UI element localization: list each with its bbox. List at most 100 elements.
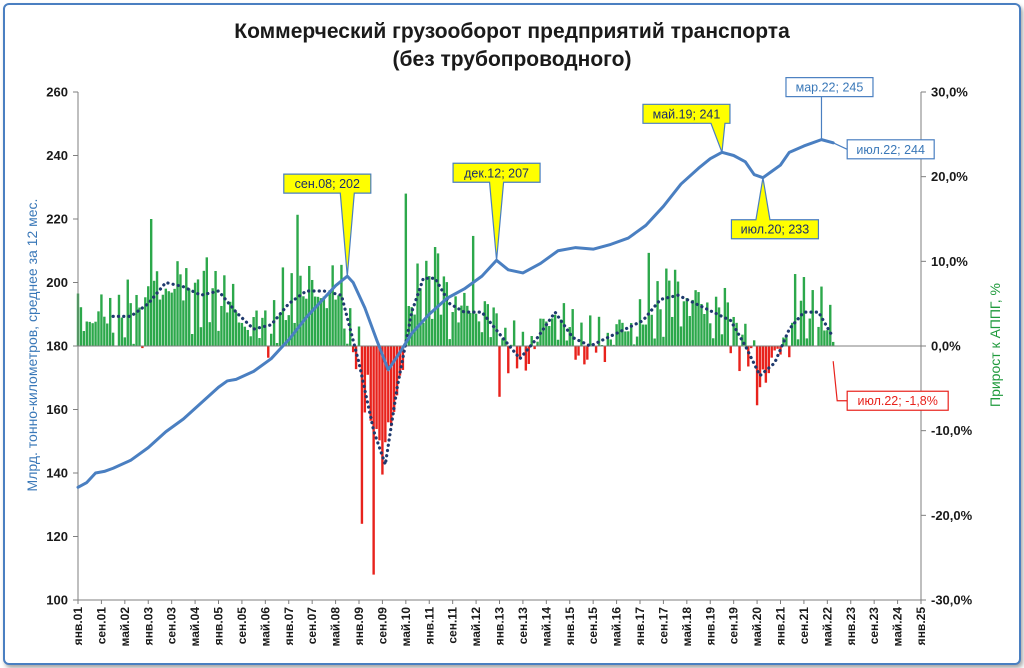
growth-bar — [630, 323, 633, 346]
x-tick-label: янв.03 — [141, 607, 155, 646]
growth-bar — [190, 334, 194, 346]
growth-bar — [193, 282, 197, 346]
growth-bar — [109, 297, 112, 346]
growth-bar — [217, 330, 220, 346]
y-tick-label-right: -20,0% — [931, 508, 973, 523]
x-tick-label: май.24 — [891, 607, 905, 647]
growth-bar — [167, 291, 170, 346]
x-tick-label: май.08 — [329, 607, 343, 647]
callout-box — [730, 177, 820, 240]
y-tick-label-right: 10,0% — [931, 254, 968, 269]
y-tick-label-left: 100 — [46, 593, 68, 608]
growth-bar — [612, 344, 615, 346]
x-tick-label: сен.19 — [727, 607, 741, 645]
x-tick-label: май.02 — [118, 607, 132, 647]
growth-bar — [372, 346, 375, 575]
growth-bar — [515, 346, 519, 369]
x-tick-label: янв.17 — [633, 607, 647, 646]
growth-bar — [486, 304, 489, 346]
growth-bar — [249, 336, 252, 346]
growth-bar — [688, 316, 691, 346]
growth-bar — [138, 307, 141, 346]
growth-bar — [387, 346, 390, 423]
growth-bar — [457, 322, 460, 346]
x-tick-label: май.18 — [680, 607, 694, 647]
x-tick-label: сен.17 — [656, 607, 670, 645]
freight-turnover-series — [76, 138, 835, 489]
growth-bar — [416, 263, 419, 346]
growth-bar — [571, 309, 574, 346]
x-tick-label: янв.09 — [352, 607, 366, 646]
growth-bar — [735, 322, 738, 346]
growth-bar — [469, 313, 472, 346]
growth-bar — [152, 280, 156, 346]
x-tick-label: сен.03 — [165, 607, 179, 645]
growth-bar — [507, 346, 510, 374]
growth-bar — [188, 288, 191, 346]
growth-bar — [764, 346, 768, 383]
growth-bar — [548, 326, 551, 346]
growth-bar — [799, 300, 803, 346]
growth-bar — [474, 313, 478, 346]
y-tick-label-left: 200 — [46, 275, 68, 290]
y-ticks-right: -30,0% -20,0% -10,0% 0,0% 10,0% 20,0% 30,0% — [921, 85, 973, 608]
growth-bar — [524, 346, 528, 371]
growth-bar — [808, 318, 811, 346]
y-tick-label-right: -10,0% — [931, 423, 973, 438]
growth-bar — [319, 298, 323, 346]
growth-bar — [284, 320, 288, 346]
growth-bar — [88, 321, 91, 346]
growth-bar — [173, 288, 176, 346]
growth-bar — [445, 282, 449, 346]
callout-label: сен.08; 202 — [295, 177, 360, 191]
growth-bar — [741, 334, 744, 346]
growth-bar — [91, 323, 94, 346]
growth-bar — [334, 299, 337, 346]
growth-bar — [94, 321, 97, 346]
growth-bar — [510, 344, 513, 346]
chart-title-line-1: Коммерческий грузооборот предприятий тра… — [234, 20, 790, 43]
growth-bar — [237, 322, 241, 346]
growth-bar — [665, 268, 668, 346]
growth-bar — [694, 290, 697, 346]
y-tick-label-right: 20,0% — [931, 169, 968, 184]
growth-bar — [132, 343, 135, 346]
growth-bar — [761, 346, 765, 370]
growth-bar — [185, 268, 188, 346]
callout-box — [642, 103, 731, 153]
growth-bar — [223, 275, 226, 346]
y-axis-right-label: Прирост к АППГ, % — [987, 283, 1003, 407]
callout-label: июл.20; 233 — [741, 223, 810, 237]
growth-bar — [530, 336, 533, 346]
growth-bar — [747, 346, 750, 367]
growth-bar — [369, 346, 372, 421]
growth-bar — [624, 331, 627, 346]
growth-bar — [278, 314, 282, 346]
x-tick-label: сен.01 — [94, 607, 108, 645]
growth-bar — [627, 331, 630, 346]
growth-bar — [147, 286, 150, 346]
callout-box — [452, 162, 541, 261]
growth-bar — [744, 323, 747, 346]
growth-bar — [433, 247, 437, 346]
growth-bar — [398, 346, 402, 376]
growth-bar — [706, 302, 709, 346]
growth-bar — [536, 341, 539, 346]
growth-bar — [410, 307, 413, 346]
growth-bar — [366, 346, 369, 375]
growth-bar — [732, 316, 735, 346]
growth-bar — [542, 318, 545, 346]
growth-bar — [606, 332, 609, 346]
growth-bar — [255, 310, 258, 346]
growth-bar — [240, 322, 244, 346]
growth-bar — [313, 296, 317, 346]
growth-bar — [211, 288, 214, 346]
x-tick-label: сен.11 — [446, 607, 460, 644]
growth-bar — [182, 300, 185, 346]
callout-box — [283, 173, 372, 277]
growth-bar — [343, 328, 346, 346]
growth-bar — [679, 326, 683, 346]
growth-bar — [711, 338, 715, 346]
growth-bar — [504, 327, 507, 346]
growth-bar — [231, 283, 235, 346]
